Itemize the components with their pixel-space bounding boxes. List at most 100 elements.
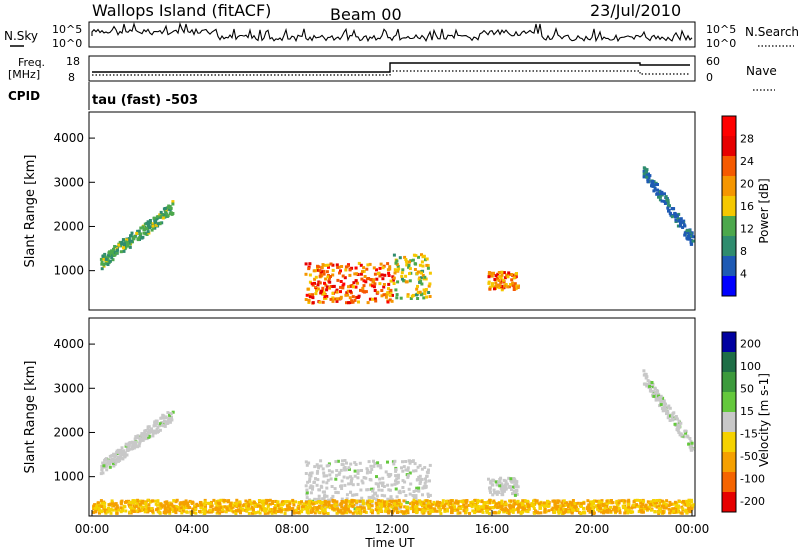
heatmap-cell <box>401 469 405 473</box>
colorbar-swatch <box>722 332 736 352</box>
heatmap-cell <box>603 506 607 510</box>
colorbar-swatch <box>722 492 736 512</box>
heatmap-cell <box>291 498 295 502</box>
heatmap-cell <box>348 296 352 300</box>
heatmap-cell <box>648 174 652 178</box>
heatmap-cell <box>316 283 320 287</box>
heatmap-cell <box>586 509 590 513</box>
velocity-colorbar: Velocity [m s-1] 2001005015-15-50-100-20… <box>721 331 771 513</box>
heatmap-cell <box>406 474 410 478</box>
heatmap-cell <box>421 269 425 273</box>
heatmap-cell <box>507 511 511 515</box>
heatmap-cell <box>369 464 373 468</box>
heatmap-cell <box>325 295 329 298</box>
heatmap-cell <box>651 184 655 188</box>
heatmap-cell <box>115 511 119 515</box>
heatmap-cell <box>100 464 104 468</box>
heatmap-cell <box>394 506 397 510</box>
heatmap-cell <box>145 221 149 225</box>
heatmap-cell <box>611 508 615 512</box>
heatmap-cell <box>131 443 135 447</box>
heatmap-cell <box>137 506 141 510</box>
heatmap-cell <box>637 510 641 514</box>
heatmap-cell <box>322 269 326 273</box>
heatmap-cell <box>311 509 315 513</box>
heatmap-cell <box>329 275 332 278</box>
heatmap-cell <box>223 505 227 509</box>
heatmap-cell <box>120 450 124 454</box>
heatmap-cell <box>442 506 445 510</box>
heatmap-cell <box>173 507 177 511</box>
heatmap-cell <box>675 422 679 426</box>
heatmap-cell <box>350 477 354 481</box>
heatmap-cell <box>335 469 339 472</box>
heatmap-cell <box>162 424 166 428</box>
heatmap-cell <box>508 506 512 510</box>
heatmap-cell <box>139 232 142 236</box>
heatmap-cell <box>291 500 295 504</box>
heatmap-cell <box>191 500 195 504</box>
heatmap-cell <box>582 506 585 510</box>
colorbar-swatch <box>722 116 736 136</box>
heatmap-cell <box>622 501 626 505</box>
heatmap-cell <box>138 509 142 513</box>
heatmap-cell <box>157 215 161 219</box>
heatmap-cell <box>661 406 665 410</box>
heatmap-cell <box>206 510 209 514</box>
heatmap-cell <box>156 222 160 226</box>
heatmap-cell <box>493 491 497 495</box>
heatmap-cell <box>411 505 415 509</box>
heatmap-cell <box>318 488 321 492</box>
heatmap-cell <box>502 487 506 491</box>
heatmap-cell <box>406 294 410 298</box>
heatmap-cell <box>607 501 611 505</box>
heatmap-cell <box>349 490 352 494</box>
heatmap-cell <box>100 468 104 472</box>
freq-trace <box>92 62 690 73</box>
heatmap-cell <box>188 499 192 503</box>
colorbar-swatch <box>722 472 736 492</box>
heatmap-cell <box>448 505 452 509</box>
heatmap-cell <box>415 486 419 490</box>
colorbar-swatch <box>722 176 736 196</box>
heatmap-cell <box>688 445 692 449</box>
heatmap-cell <box>580 505 583 508</box>
heatmap-cell <box>331 299 335 303</box>
heatmap-cell <box>422 277 426 281</box>
heatmap-cell <box>308 471 312 475</box>
heatmap-cell <box>560 501 564 505</box>
colorbar-swatch <box>722 276 736 296</box>
heatmap-cell <box>394 487 398 491</box>
heatmap-cell <box>166 505 170 508</box>
heatmap-cell <box>333 499 337 503</box>
heatmap-cell <box>265 507 269 511</box>
heatmap-cell <box>315 471 319 475</box>
heatmap-cell <box>499 487 503 491</box>
heatmap-cell <box>397 506 400 510</box>
heatmap-cell <box>270 511 274 515</box>
heatmap-cell <box>348 501 352 505</box>
heatmap-cell <box>132 501 136 504</box>
heatmap-cell <box>652 499 656 503</box>
heatmap-cell <box>413 268 417 271</box>
heatmap-cell <box>394 504 397 508</box>
heatmap-cell <box>357 300 360 304</box>
heatmap-cell <box>170 502 174 506</box>
heatmap-cell <box>235 504 239 508</box>
heatmap-cell <box>350 479 353 482</box>
heatmap-cell <box>360 506 364 510</box>
heatmap-cell <box>624 508 628 512</box>
heatmap-cell <box>487 477 490 481</box>
heatmap-cell <box>191 510 195 514</box>
heatmap-cell <box>331 507 335 510</box>
heatmap-cell <box>642 175 646 179</box>
heatmap-cell <box>163 506 167 510</box>
heatmap-cell <box>688 437 692 440</box>
heatmap-cell <box>361 286 365 290</box>
heatmap-cell <box>339 468 343 472</box>
heatmap-cell <box>154 508 158 512</box>
heatmap-cell <box>623 499 627 503</box>
heatmap-cell <box>358 509 361 513</box>
heatmap-cell <box>137 444 141 448</box>
heatmap-cell <box>515 480 519 484</box>
